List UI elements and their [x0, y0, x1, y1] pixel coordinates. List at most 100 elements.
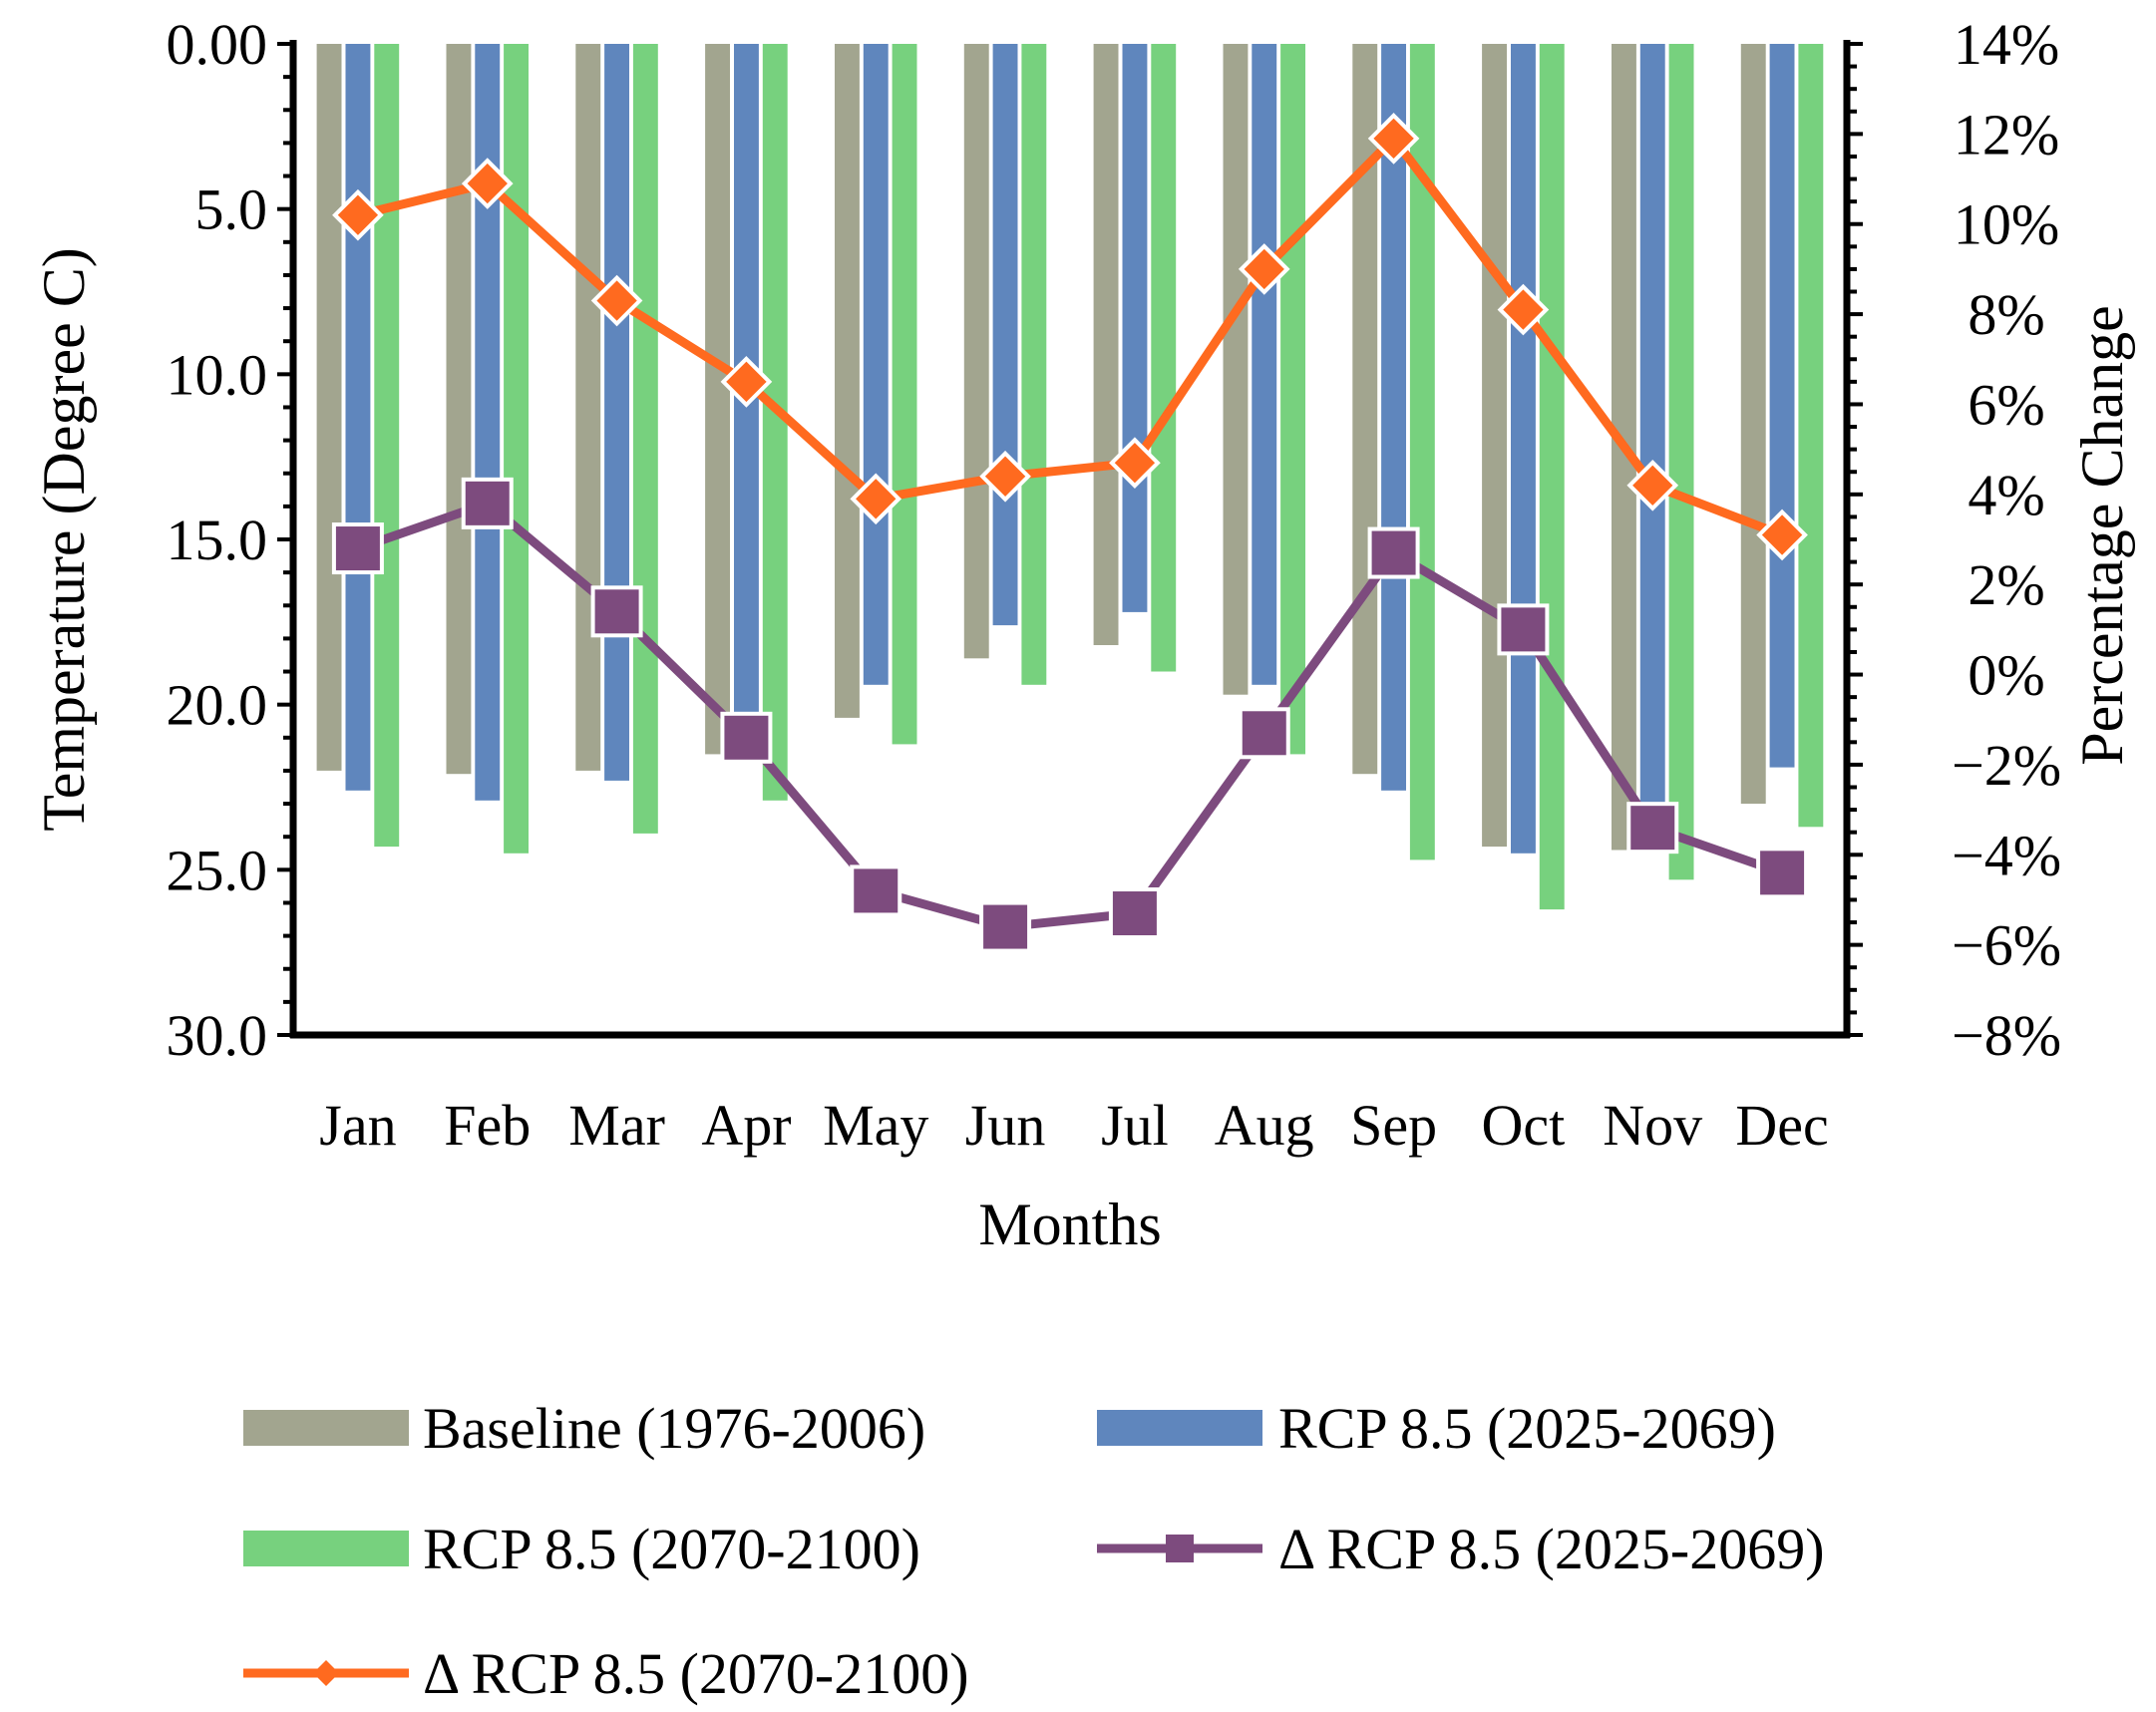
bar-rcp-8-5-2070-2100-dec	[1798, 44, 1824, 828]
marker-rcp-8-5-2025-2069-jan	[331, 522, 384, 575]
left-tick-label: 15.0	[167, 508, 268, 572]
right-tick-label: 10%	[1954, 192, 2059, 257]
bar-rcp-8-5-2070-2100-nov	[1668, 44, 1694, 880]
marker-rcp-8-5-2025-2069-may	[850, 864, 902, 917]
bar-rcp-8-5-2025-2069-feb	[475, 44, 501, 801]
marker-rcp-8-5-2025-2069-dec	[1756, 847, 1809, 899]
bar-rcp-8-5-2025-2069-jun	[992, 44, 1018, 626]
legend-rcp-8-5-2025-2069-label: Δ RCP 8.5 (2025-2069)	[1278, 1517, 1825, 1581]
x-tick-label-jul: Jul	[1101, 1093, 1169, 1158]
bar-baseline-1976-2006-jan	[316, 44, 342, 771]
right-tick-label: 4%	[1968, 463, 2044, 527]
legend-rcp-8-5-2025-2069-marker	[1166, 1535, 1194, 1562]
marker-rcp-8-5-2070-2100-apr	[720, 356, 773, 408]
x-tick-label-feb: Feb	[444, 1093, 531, 1158]
bar-rcp-8-5-2025-2069-sep	[1381, 44, 1406, 791]
legend: Baseline (1976-2006) RCP 8.5 (2025-2069) R…	[243, 1396, 1825, 1706]
right-tick-label: −6%	[1952, 913, 2061, 978]
bars-layer	[316, 44, 1824, 910]
bar-rcp-8-5-2070-2100-apr	[762, 44, 788, 801]
marker-rcp-8-5-2025-2069-feb	[461, 477, 514, 529]
legend-baseline-1976-2006-label: Baseline (1976-2006)	[423, 1396, 925, 1461]
marker-rcp-8-5-2070-2100-may	[850, 473, 902, 525]
marker-rcp-8-5-2070-2100-feb	[461, 158, 514, 209]
marker-rcp-8-5-2025-2069-jun	[979, 900, 1032, 953]
bar-baseline-1976-2006-jun	[963, 44, 989, 659]
legend-rcp-8-5-2025-2069-swatch	[1097, 1410, 1262, 1446]
marker-rcp-8-5-2025-2069-sep	[1367, 526, 1420, 579]
x-tick-label-apr: Apr	[701, 1093, 791, 1158]
bar-rcp-8-5-2070-2100-aug	[1280, 44, 1305, 755]
bar-baseline-1976-2006-aug	[1223, 44, 1249, 695]
x-tick-label-oct: Oct	[1482, 1093, 1566, 1158]
marker-rcp-8-5-2070-2100-oct	[1497, 283, 1550, 336]
right-tick-label: 6%	[1968, 372, 2044, 437]
labels-layer: 0.00 5.0 10.0 15.0 20.0 25.0 30.0 14% 12% 10% 8% 6%…	[31, 12, 2135, 1257]
legend-rcp-8-5-2070-2100-swatch	[243, 1531, 409, 1566]
bar-baseline-1976-2006-oct	[1482, 44, 1507, 848]
bar-rcp-8-5-2070-2100-mar	[632, 44, 658, 834]
y2-axis-title: Percentage Change	[2069, 305, 2135, 765]
marker-rcp-8-5-2070-2100-jan	[332, 188, 384, 241]
legend-rcp-8-5-2070-2100-label: RCP 8.5 (2070-2100)	[423, 1517, 920, 1581]
marker-rcp-8-5-2070-2100-mar	[590, 274, 643, 327]
markers-layer	[331, 113, 1809, 953]
bar-baseline-1976-2006-dec	[1740, 44, 1766, 805]
bar-rcp-8-5-2070-2100-jun	[1021, 44, 1047, 685]
bar-rcp-8-5-2025-2069-nov	[1639, 44, 1665, 824]
x-tick-label-sep: Sep	[1350, 1093, 1437, 1158]
line-rcp-8-5-2070-2100	[356, 134, 1784, 539]
bar-baseline-1976-2006-feb	[446, 44, 472, 775]
legend-rcp-8-5-2025-2069-label: RCP 8.5 (2025-2069)	[1278, 1396, 1776, 1461]
x-axis-title: Months	[978, 1192, 1161, 1257]
axes-layer	[277, 40, 1863, 1039]
marker-rcp-8-5-2025-2069-aug	[1238, 707, 1290, 760]
marker-rcp-8-5-2070-2100-dec	[1756, 509, 1808, 561]
marker-rcp-8-5-2070-2100-jun	[979, 450, 1031, 503]
left-tick-label: 5.0	[195, 177, 268, 242]
marker-rcp-8-5-2025-2069-mar	[590, 585, 643, 638]
x-tick-label-may: May	[823, 1093, 928, 1158]
bar-rcp-8-5-2025-2069-aug	[1252, 44, 1277, 685]
marker-rcp-8-5-2070-2100-nov	[1626, 459, 1679, 512]
bar-rcp-8-5-2025-2069-jan	[345, 44, 371, 791]
lines-layer	[356, 134, 1784, 932]
right-tick-label: −4%	[1952, 823, 2061, 887]
right-tick-label: 2%	[1968, 552, 2044, 617]
marker-rcp-8-5-2070-2100-jul	[1109, 437, 1161, 490]
left-tick-label: 20.0	[167, 673, 268, 738]
marker-rcp-8-5-2070-2100-aug	[1238, 243, 1290, 295]
marker-rcp-8-5-2025-2069-jul	[1108, 887, 1161, 940]
x-tick-label-mar: Mar	[568, 1093, 665, 1158]
bar-baseline-1976-2006-mar	[575, 44, 601, 771]
bar-rcp-8-5-2025-2069-oct	[1511, 44, 1536, 854]
right-tick-label: 12%	[1954, 102, 2059, 167]
bar-rcp-8-5-2025-2069-dec	[1769, 44, 1795, 768]
x-tick-label-jan: Jan	[319, 1093, 396, 1158]
marker-rcp-8-5-2025-2069-oct	[1497, 603, 1550, 656]
right-tick-label: 8%	[1968, 282, 2044, 347]
x-tick-label-nov: Nov	[1603, 1093, 1702, 1158]
bar-rcp-8-5-2070-2100-may	[892, 44, 917, 745]
bar-rcp-8-5-2025-2069-jul	[1122, 44, 1148, 612]
x-tick-label-aug: Aug	[1215, 1093, 1314, 1158]
legend-rcp-8-5-2070-2100-label: Δ RCP 8.5 (2070-2100)	[423, 1641, 969, 1706]
x-tick-label-dec: Dec	[1735, 1093, 1828, 1158]
bar-baseline-1976-2006-apr	[705, 44, 730, 755]
y-axis-title: Temperature (Degree C)	[31, 247, 97, 831]
marker-rcp-8-5-2025-2069-apr	[720, 711, 773, 764]
bar-rcp-8-5-2070-2100-feb	[504, 44, 529, 854]
left-tick-label: 30.0	[167, 1003, 268, 1068]
bar-rcp-8-5-2070-2100-oct	[1539, 44, 1565, 910]
bar-rcp-8-5-2070-2100-jan	[374, 44, 400, 848]
bar-rcp-8-5-2070-2100-jul	[1151, 44, 1177, 672]
left-tick-label: 0.00	[167, 12, 268, 77]
left-tick-label: 10.0	[167, 342, 268, 407]
bar-baseline-1976-2006-jul	[1093, 44, 1119, 645]
left-tick-label: 25.0	[167, 838, 268, 902]
legend-rcp-8-5-2070-2100-marker	[313, 1660, 339, 1686]
x-tick-label-jun: Jun	[965, 1093, 1046, 1158]
legend-baseline-1976-2006-swatch	[243, 1410, 409, 1446]
bar-rcp-8-5-2025-2069-mar	[604, 44, 629, 781]
marker-rcp-8-5-2070-2100-sep	[1367, 113, 1420, 165]
